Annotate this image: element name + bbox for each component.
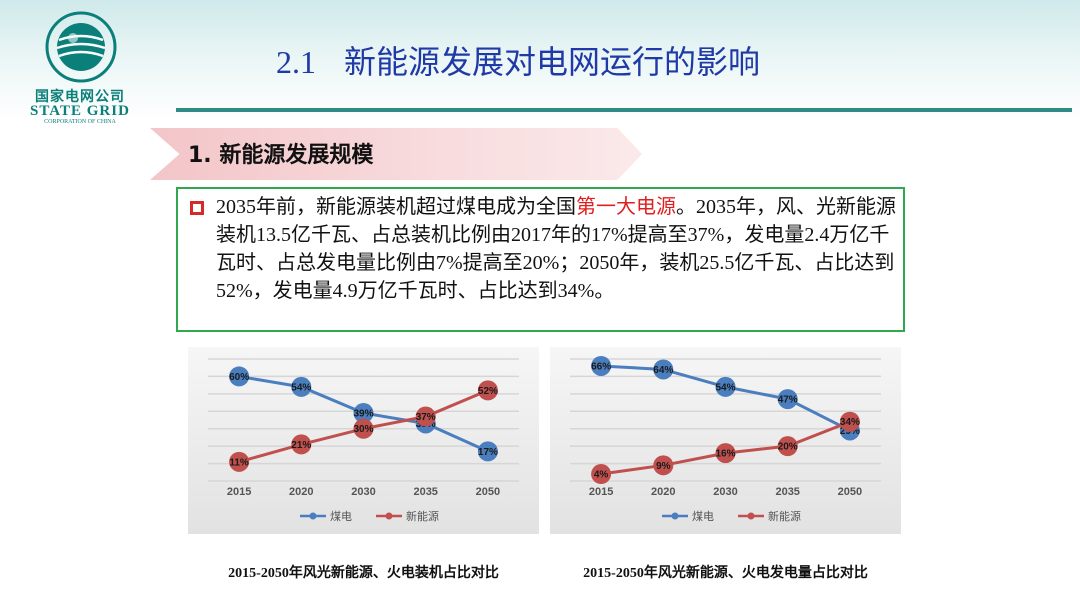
data-point-coal bbox=[353, 403, 374, 424]
legend-label-coal: 煤电 bbox=[330, 510, 352, 523]
legend-label-renewable: 新能源 bbox=[768, 509, 801, 523]
legend-marker-renewable bbox=[747, 512, 755, 520]
data-point-renewable bbox=[229, 451, 250, 472]
x-tick-label: 2020 bbox=[651, 486, 675, 498]
data-point-renewable bbox=[291, 434, 312, 455]
capacity-share-chart-svg: 2015202020302035205060%54%39%33%17%11%21… bbox=[188, 347, 539, 534]
generation-share-chart: 2015202020302035205066%64%54%47%29%4%9%1… bbox=[550, 347, 901, 534]
logo-subtitle: CORPORATION OF CHINA bbox=[44, 119, 116, 125]
section-title: 1. 新能源发展规模 bbox=[188, 143, 374, 168]
x-tick-label: 2020 bbox=[289, 486, 313, 498]
legend-marker-renewable bbox=[385, 512, 393, 520]
data-label-renewable: 11% bbox=[229, 457, 249, 468]
data-point-renewable bbox=[415, 406, 436, 427]
data-point-coal bbox=[715, 376, 736, 397]
data-point-renewable bbox=[653, 455, 674, 476]
x-tick-label: 2050 bbox=[476, 486, 500, 498]
data-label-renewable: 4% bbox=[594, 470, 609, 481]
section-number: 2.1 bbox=[276, 44, 316, 80]
data-point-coal bbox=[591, 355, 612, 376]
x-tick-label: 2035 bbox=[413, 486, 437, 498]
legend-marker-coal bbox=[671, 512, 679, 520]
x-tick-label: 2050 bbox=[838, 486, 862, 498]
data-label-renewable: 52% bbox=[478, 386, 498, 397]
logo-name-en: STATE GRID bbox=[30, 103, 130, 119]
section-banner bbox=[150, 128, 642, 180]
data-label-coal: 47% bbox=[778, 395, 798, 406]
data-point-renewable bbox=[777, 436, 798, 457]
logo-name-cn: 国家电网公司 bbox=[35, 89, 125, 105]
data-point-coal bbox=[291, 376, 312, 397]
x-tick-label: 2015 bbox=[227, 486, 251, 498]
generation-share-chart-svg: 2015202020302035205066%64%54%47%29%4%9%1… bbox=[550, 347, 901, 534]
data-point-coal bbox=[229, 366, 250, 387]
data-point-coal bbox=[653, 359, 674, 380]
data-label-coal: 54% bbox=[715, 382, 735, 393]
legend-label-coal: 煤电 bbox=[692, 510, 714, 523]
legend-label-renewable: 新能源 bbox=[406, 509, 439, 523]
generation-chart-caption: 2015-2050年风光新能源、火电发电量占比对比 bbox=[583, 566, 868, 581]
legend-marker-coal bbox=[309, 512, 317, 520]
bullet-square-icon bbox=[190, 201, 204, 215]
data-label-renewable: 16% bbox=[715, 449, 735, 460]
data-label-coal: 64% bbox=[653, 365, 673, 376]
page-title: 2.1 新能源发展对电网运行的影响 bbox=[276, 37, 760, 83]
x-tick-label: 2035 bbox=[775, 486, 799, 498]
content-text-after: 。2035年，风、光新能源装机13.5亿千瓦、占总装机比例由2017年的17%提… bbox=[216, 196, 896, 302]
x-tick-label: 2015 bbox=[589, 486, 613, 498]
data-label-renewable: 37% bbox=[416, 412, 436, 423]
data-label-coal: 66% bbox=[591, 361, 611, 372]
page-title-text: 新能源发展对电网运行的影响 bbox=[344, 43, 761, 81]
header-background bbox=[0, 0, 1080, 120]
data-label-coal: 17% bbox=[478, 447, 498, 458]
capacity-share-chart: 2015202020302035205060%54%39%33%17%11%21… bbox=[188, 347, 539, 534]
data-label-renewable: 34% bbox=[840, 417, 860, 428]
data-label-renewable: 30% bbox=[353, 424, 373, 435]
data-label-renewable: 9% bbox=[656, 461, 671, 472]
content-paragraph: 2035年前，新能源装机超过煤电成为全国第一大电源。2035年，风、光新能源装机… bbox=[216, 193, 900, 305]
data-point-renewable bbox=[715, 443, 736, 464]
content-text-before: 2035年前，新能源装机超过煤电成为全国 bbox=[216, 196, 576, 218]
data-label-coal: 39% bbox=[353, 409, 373, 420]
data-point-coal bbox=[777, 389, 798, 410]
data-label-renewable: 20% bbox=[778, 442, 798, 453]
data-point-coal bbox=[477, 441, 498, 462]
data-point-renewable bbox=[839, 411, 860, 432]
x-tick-label: 2030 bbox=[713, 486, 737, 498]
data-label-coal: 54% bbox=[291, 382, 311, 393]
capacity-chart-caption: 2015-2050年风光新能源、火电装机占比对比 bbox=[228, 566, 499, 581]
x-tick-label: 2030 bbox=[351, 486, 375, 498]
title-divider bbox=[176, 108, 1072, 112]
data-label-renewable: 21% bbox=[291, 440, 311, 451]
data-point-renewable bbox=[477, 380, 498, 401]
content-box: 2035年前，新能源装机超过煤电成为全国第一大电源。2035年，风、光新能源装机… bbox=[176, 187, 905, 332]
content-highlight: 第一大电源 bbox=[576, 196, 676, 218]
globe-logo-icon bbox=[45, 11, 117, 83]
data-point-renewable bbox=[353, 418, 374, 439]
data-label-coal: 60% bbox=[229, 372, 249, 383]
state-grid-logo: 国家电网公司 STATE GRID CORPORATION OF CHINA bbox=[10, 8, 150, 126]
data-point-renewable bbox=[591, 464, 612, 485]
